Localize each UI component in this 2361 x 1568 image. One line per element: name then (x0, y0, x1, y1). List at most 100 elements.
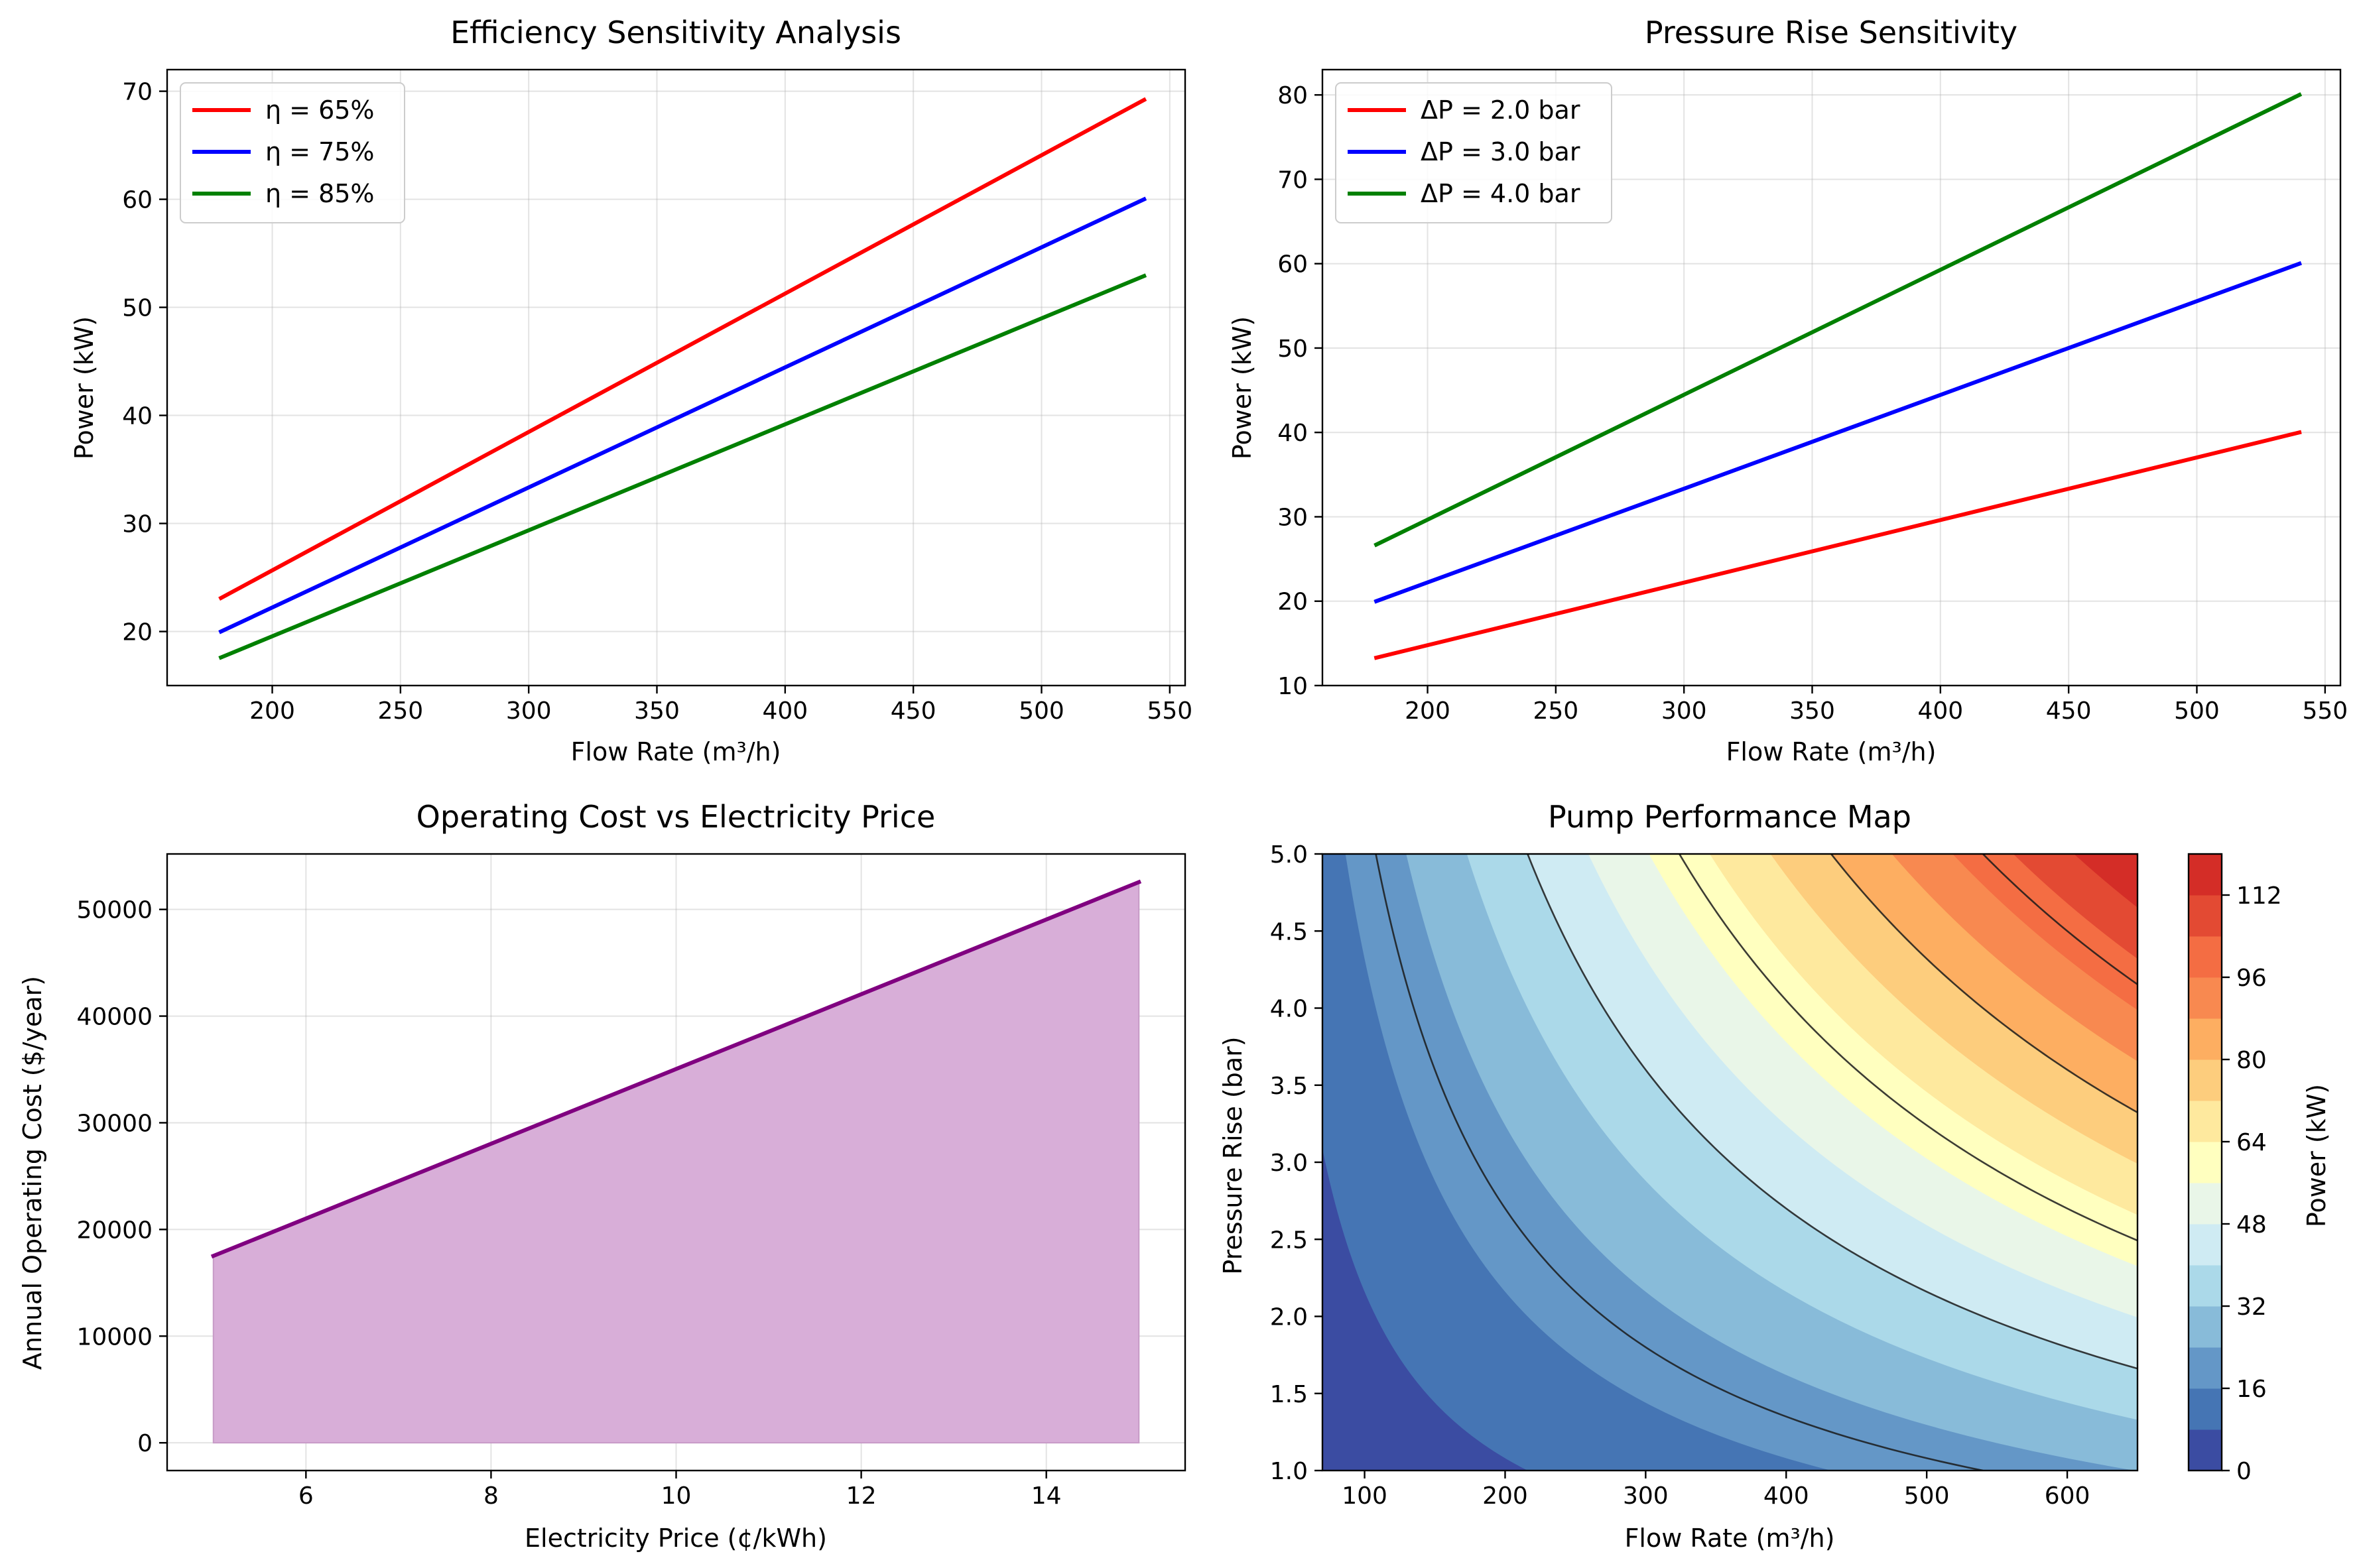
colorbar-band (2189, 1018, 2222, 1060)
series-line (218, 196, 1147, 634)
y-tick-label: 4.5 (1270, 918, 1308, 945)
x-tick-label: 100 (1342, 1482, 1387, 1510)
colorbar-label: Power (kW) (2302, 1084, 2331, 1227)
y-tick-label: 40 (1277, 420, 1308, 447)
series-line (218, 97, 1147, 601)
y-tick-label: 20 (122, 619, 153, 646)
legend-box (1335, 82, 1612, 223)
legend-label: η = 65% (265, 95, 375, 125)
x-tick-label: 250 (377, 697, 423, 725)
colorbar-tick-label: 64 (2236, 1129, 2267, 1156)
x-tick-label: 12 (846, 1482, 877, 1510)
y-tick-label: 1.0 (1270, 1458, 1308, 1485)
colorbar-tick-label: 80 (2236, 1047, 2267, 1074)
x-tick-label: 10 (661, 1482, 692, 1510)
contour-line (1375, 854, 1984, 1471)
y-axis-label: Power (kW) (70, 316, 99, 459)
y-tick-label: 3.0 (1270, 1150, 1308, 1177)
legend-label: ΔP = 2.0 bar (1421, 95, 1580, 125)
x-tick-label: 300 (1623, 1482, 1669, 1510)
y-axis-label: Annual Operating Cost ($/year) (18, 976, 47, 1370)
plot-area: 200 250 300 350 400 450 500 550 10 20 30 40 50 60 70 80… (1277, 68, 2348, 725)
series-line (1373, 92, 2303, 548)
contour-band (2074, 854, 2138, 908)
colorbar-tick-label: 0 (2236, 1458, 2252, 1485)
colorbar-tick-label: 48 (2236, 1211, 2267, 1238)
series-line (218, 273, 1147, 660)
colorbar: 0 16 32 48 64 80 96 112 (2187, 853, 2282, 1485)
operating-cost-chart: 6 8 10 12 14 0 10000 20000 30000 40000 50000 Opera… (18, 799, 1186, 1553)
x-tick-label: 350 (1789, 697, 1835, 725)
x-tick-label: 14 (1031, 1482, 1062, 1510)
contour-line (1679, 854, 2138, 1242)
legend-label: η = 75% (265, 137, 375, 166)
x-tick-label: 600 (2045, 1482, 2090, 1510)
x-tick-label: 450 (2046, 697, 2092, 725)
colorbar-tick-label: 96 (2236, 965, 2267, 992)
x-tick-label: 450 (891, 697, 936, 725)
y-tick-label: 4.0 (1270, 996, 1308, 1023)
colorbar-band (2189, 977, 2222, 1019)
cost-line (210, 879, 1142, 1259)
y-tick-label: 30 (1277, 504, 1308, 531)
x-tick-label: 6 (298, 1482, 314, 1510)
colorbar-band (2189, 1347, 2222, 1389)
y-tick-label: 50000 (76, 897, 153, 924)
colorbar-band (2189, 1059, 2222, 1101)
chart-title: Pressure Rise Sensitivity (1645, 15, 2017, 50)
colorbar-band (2189, 895, 2222, 937)
colorbar-band (2189, 1224, 2222, 1266)
y-tick-label: 30000 (76, 1110, 153, 1137)
y-tick-label: 10 (1277, 673, 1308, 700)
y-tick-label: 70 (1277, 166, 1308, 194)
efficiency-sensitivity-chart: 200 250 300 350 400 450 500 550 20 30 40 50 60 70 η = … (70, 15, 1192, 766)
y-tick-label: 40000 (76, 1004, 153, 1031)
colorbar-band (2189, 1142, 2222, 1183)
y-tick-label: 80 (1277, 82, 1308, 109)
series-line (1373, 261, 2302, 604)
contour-line (1527, 854, 2138, 1370)
legend-label: η = 85% (265, 179, 375, 208)
y-tick-label: 70 (122, 79, 153, 106)
y-tick-label: 30 (122, 511, 153, 538)
y-tick-label: 20 (1277, 589, 1308, 616)
pump-performance-map: 100 200 300 400 500 600 1.0 1.5 2.0 2.5 3.0 3.5 4.0 4… (1218, 799, 2331, 1553)
chart-title: Efficiency Sensitivity Analysis (450, 15, 901, 50)
x-tick-label: 400 (762, 697, 808, 725)
x-tick-label: 300 (506, 697, 552, 725)
contour-area (1322, 854, 2138, 1471)
plot-area: 6 8 10 12 14 0 10000 20000 30000 40000 50000 (76, 853, 1186, 1510)
colorbar-frame (2187, 853, 2223, 1472)
y-tick-label: 50 (1277, 335, 1308, 363)
x-tick-label: 8 (483, 1482, 499, 1510)
colorbar-band (2189, 854, 2222, 896)
colorbar-tick-label: 112 (2236, 882, 2282, 910)
y-tick-label: 2.0 (1270, 1304, 1308, 1331)
series-line (1373, 430, 2302, 660)
colorbar-band (2189, 1101, 2222, 1142)
x-axis-label: Flow Rate (m³/h) (1726, 737, 1937, 766)
plot-area: 200 250 300 350 400 450 500 550 20 30 40 50 60 70 η = … (122, 68, 1192, 725)
x-axis-label: Electricity Price (¢/kWh) (525, 1524, 827, 1553)
x-tick-label: 500 (1019, 697, 1064, 725)
colorbar-band (2189, 1429, 2222, 1471)
chart-title: Operating Cost vs Electricity Price (416, 799, 936, 835)
colorbar-band (2189, 1183, 2222, 1225)
contour-line (1982, 854, 2138, 986)
colorbar-band (2189, 1388, 2222, 1430)
y-tick-label: 1.5 (1270, 1381, 1308, 1408)
pressure-rise-sensitivity-chart: 200 250 300 350 400 450 500 550 10 20 30 40 50 60 70 80… (1228, 15, 2348, 766)
contour-line (1830, 854, 2138, 1114)
x-tick-label: 400 (1763, 1482, 1809, 1510)
x-tick-label: 200 (1482, 1482, 1528, 1510)
y-tick-label: 60 (122, 187, 153, 214)
x-tick-label: 200 (249, 697, 295, 725)
y-tick-label: 20000 (76, 1217, 153, 1244)
legend-box (180, 82, 405, 223)
y-tick-label: 60 (1277, 251, 1308, 278)
y-tick-label: 3.5 (1270, 1073, 1308, 1100)
y-tick-label: 50 (122, 295, 153, 322)
x-tick-label: 550 (2302, 697, 2348, 725)
x-tick-label: 200 (1405, 697, 1450, 725)
